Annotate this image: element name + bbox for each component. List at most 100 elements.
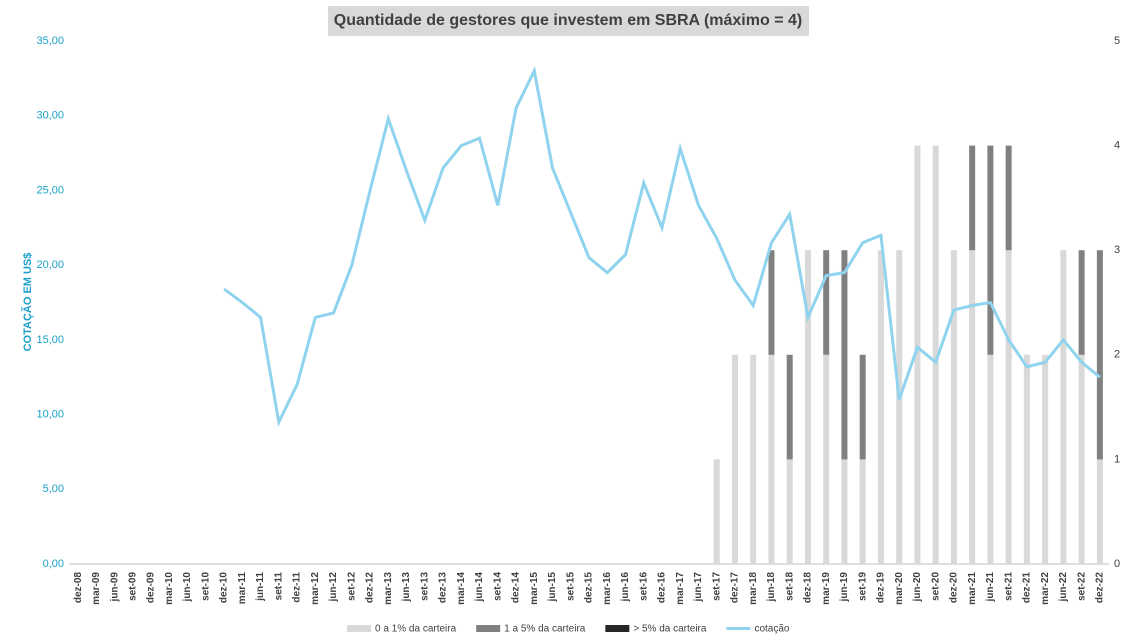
y-tick-label: 20,00 [36, 259, 64, 271]
x-tick-label: dez-17 [730, 572, 741, 604]
y-tick-label: 30,00 [36, 110, 64, 122]
x-tick-label: set-17 [711, 572, 722, 601]
x-tick-label: jun-16 [620, 572, 631, 603]
legend-swatch [347, 625, 371, 632]
y-tick-label: 10,00 [36, 408, 64, 420]
bar [1096, 250, 1103, 460]
y2-tick-label: 3 [1114, 244, 1120, 256]
x-tick-label: dez-08 [73, 572, 84, 604]
bar [950, 250, 957, 564]
x-tick-label: mar-12 [310, 572, 321, 605]
x-tick-label: mar-19 [821, 572, 832, 605]
bar [987, 354, 994, 564]
x-tick-label: jun-14 [474, 572, 485, 603]
bar [786, 354, 793, 460]
y2-tick-label: 4 [1114, 140, 1120, 152]
bar [969, 145, 976, 251]
chart-title: Quantidade de gestores que investem em S… [334, 12, 802, 29]
x-tick-label: jun-13 [401, 572, 412, 603]
x-tick-label: dez-19 [876, 572, 887, 604]
bar [1078, 354, 1085, 564]
bar [823, 250, 830, 355]
bar [969, 250, 976, 564]
x-tick-label: dez-22 [1095, 572, 1106, 604]
legend-label: 0 a 1% da carteira [375, 624, 457, 635]
x-tick-label: set-12 [346, 572, 357, 601]
x-tick-label: set-15 [565, 572, 576, 601]
bar [859, 459, 866, 564]
y-tick-label: 25,00 [36, 184, 64, 196]
bar [877, 250, 884, 564]
bar [914, 145, 921, 564]
x-tick-label: set-20 [930, 572, 941, 601]
x-tick-label: mar-17 [675, 572, 686, 605]
x-tick-label: jun-15 [547, 572, 558, 603]
bar [1023, 354, 1030, 564]
legend-swatch [605, 625, 630, 632]
x-tick-label: jun-18 [766, 572, 777, 603]
bar [841, 459, 848, 564]
legend-label: 1 a 5% da carteira [504, 624, 586, 635]
title-box [328, 6, 809, 36]
bar [713, 459, 720, 564]
y2-tick-label: 1 [1114, 453, 1120, 465]
x-tick-label: dez-11 [292, 572, 303, 603]
x-tick-label: dez-14 [511, 572, 522, 604]
bar [750, 354, 757, 564]
bar [1078, 250, 1085, 355]
x-tick-label: mar-14 [456, 572, 467, 605]
bar [804, 250, 811, 564]
x-tick-label: set-13 [419, 572, 430, 601]
x-tick-label: mar-20 [894, 572, 905, 605]
x-tick-label: mar-15 [529, 572, 540, 605]
bar [731, 354, 738, 564]
line [223, 66, 1101, 427]
x-tick-label: set-19 [857, 572, 868, 601]
x-tick-label: set-21 [1003, 572, 1014, 601]
y-tick-label: 5,00 [43, 483, 64, 495]
x-tick-label: dez-15 [584, 572, 595, 604]
bar [896, 250, 903, 564]
bar [1005, 250, 1012, 564]
y-tick-label: 0,00 [43, 558, 64, 570]
x-tick-label: jun-10 [182, 572, 193, 603]
x-tick-label: dez-20 [949, 572, 960, 604]
x-tick-label: dez-21 [1022, 572, 1033, 604]
y2-tick-label: 2 [1114, 349, 1120, 361]
bar [841, 250, 848, 460]
legend-label: > 5% da carteira [633, 624, 707, 635]
x-tick-label: jun-19 [839, 572, 850, 603]
y2-tick-label: 0 [1114, 558, 1120, 570]
y2-tick-label: 5 [1114, 35, 1120, 47]
x-tick-label: mar-16 [602, 572, 613, 605]
x-tick-label: jun-22 [1058, 572, 1069, 603]
x-tick-label: dez-13 [438, 572, 449, 604]
x-tick-label: mar-13 [383, 572, 394, 605]
bar [823, 354, 830, 564]
x-tick-label: mar-10 [164, 572, 175, 605]
x-tick-label: mar-22 [1040, 572, 1051, 605]
x-tick-label: dez-16 [657, 572, 668, 604]
x-tick-label: jun-11 [255, 572, 266, 602]
x-tick-label: dez-18 [803, 572, 814, 604]
y-axis-label: COTAÇÃO EM US$ [21, 253, 34, 352]
x-tick-label: dez-09 [146, 572, 157, 604]
bar [786, 459, 793, 564]
x-tick-label: set-09 [128, 572, 139, 601]
x-tick-label: dez-12 [365, 572, 376, 604]
x-tick-label: set-22 [1076, 572, 1087, 601]
x-tick-label: jun-21 [985, 572, 996, 603]
x-tick-label: mar-18 [748, 572, 759, 605]
x-tick-label: set-16 [638, 572, 649, 601]
x-tick-label: mar-21 [967, 572, 978, 605]
x-tick-label: set-18 [784, 572, 795, 601]
bar [768, 250, 775, 355]
bar [768, 354, 775, 564]
x-tick-label: jun-20 [912, 572, 923, 603]
x-tick-label: set-10 [200, 572, 211, 601]
legend-swatch [476, 625, 501, 632]
x-tick-label: mar-11 [237, 572, 248, 605]
bar [1042, 354, 1049, 564]
bar [1096, 459, 1103, 564]
